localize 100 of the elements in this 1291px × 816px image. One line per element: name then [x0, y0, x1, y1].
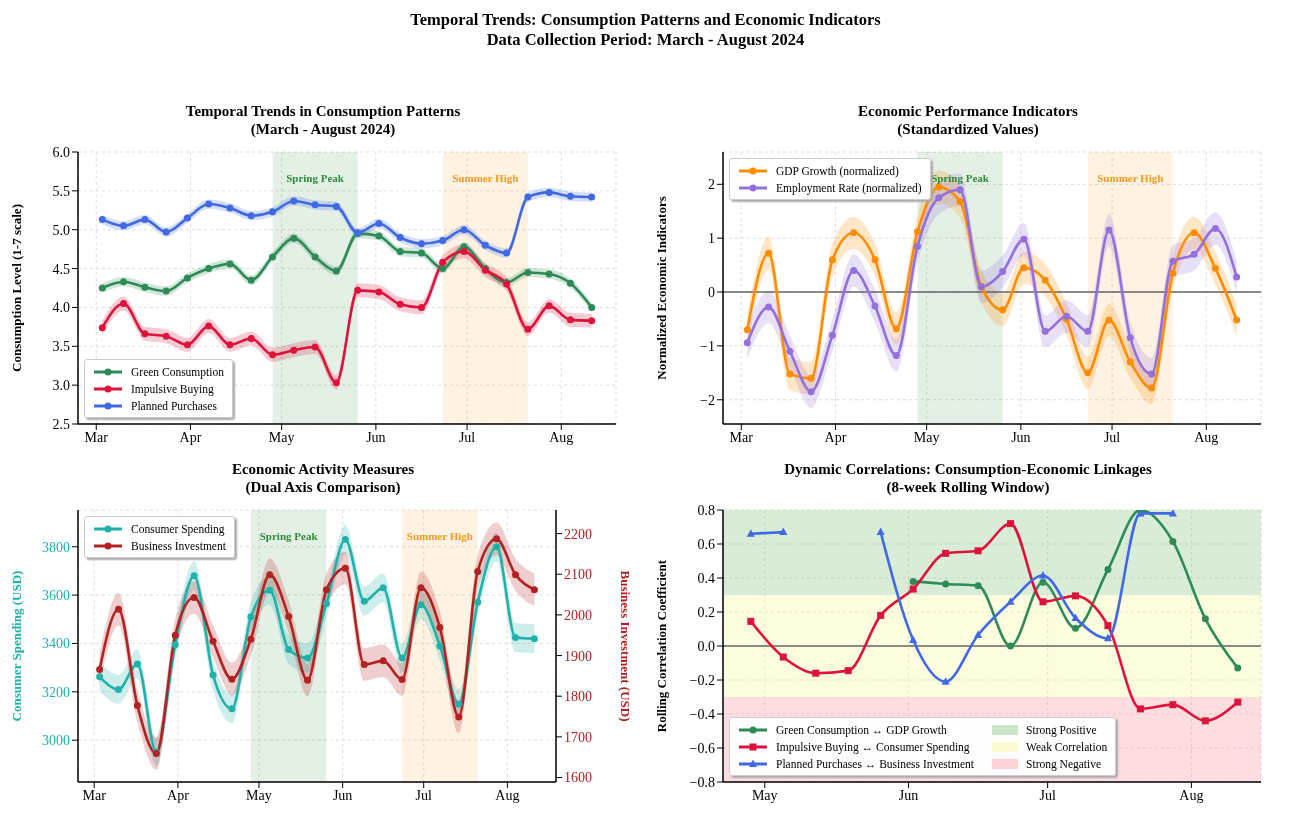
- point: [974, 630, 983, 638]
- point: [999, 268, 1007, 276]
- point: [190, 593, 198, 601]
- point: [209, 671, 217, 679]
- point: [439, 265, 447, 273]
- point: [786, 370, 794, 378]
- point: [115, 605, 123, 613]
- legend-label: Impulsive Buying: [131, 382, 214, 395]
- point: [436, 624, 444, 631]
- y-tick-label: 0.6: [697, 536, 715, 552]
- point: [162, 287, 170, 295]
- point: [455, 713, 463, 721]
- point: [530, 586, 538, 594]
- point: [1041, 276, 1049, 284]
- point: [1190, 229, 1198, 237]
- point: [341, 564, 349, 572]
- point: [765, 249, 773, 257]
- point: [375, 288, 383, 296]
- point: [375, 232, 383, 240]
- point: [460, 226, 468, 234]
- y-tick-label: 4.5: [52, 261, 70, 277]
- y2-tick-label: 2000: [564, 607, 592, 623]
- chart-subtitle: (8-week Rolling Window): [885, 478, 1051, 496]
- point: [460, 247, 468, 255]
- point: [133, 702, 141, 710]
- x-tick-label: Mar: [729, 429, 754, 445]
- point: [876, 527, 885, 536]
- point: [1201, 717, 1209, 725]
- point: [779, 527, 788, 536]
- point: [183, 274, 191, 282]
- point: [511, 633, 519, 641]
- point: [1039, 578, 1047, 586]
- point: [417, 240, 425, 248]
- y-tick-label: −0.8: [689, 774, 715, 790]
- point: [524, 325, 532, 333]
- point: [398, 676, 406, 684]
- band-label: Strong Negative: [1026, 757, 1102, 770]
- point: [205, 200, 213, 208]
- point: [379, 657, 387, 665]
- y2-axis-title: Business Investment (USD): [618, 570, 634, 722]
- point: [247, 335, 255, 343]
- x-tick-label: Jul: [415, 787, 432, 803]
- y-tick-label: −0.2: [689, 672, 715, 688]
- point: [162, 228, 170, 236]
- point: [396, 233, 404, 241]
- point: [247, 212, 255, 220]
- band-label: Summer High: [452, 171, 519, 184]
- point: [1020, 235, 1028, 243]
- point: [1071, 624, 1079, 632]
- point: [807, 388, 815, 396]
- point: [120, 278, 128, 286]
- point: [588, 317, 596, 325]
- point: [956, 198, 964, 206]
- point: [311, 343, 319, 351]
- x-tick-label: Aug: [1194, 429, 1219, 445]
- y-tick-label: 5.5: [52, 183, 70, 199]
- point: [909, 577, 917, 585]
- y-tick-label: 0.8: [697, 502, 715, 518]
- band-label: Spring Peak: [259, 529, 319, 542]
- point: [141, 283, 149, 291]
- point: [503, 249, 511, 257]
- y-tick-label: 3000: [42, 733, 70, 749]
- point: [332, 202, 340, 210]
- point: [588, 303, 596, 311]
- y-tick-label: 0.0: [697, 638, 715, 654]
- x-tick-label: Jul: [458, 429, 476, 445]
- point: [96, 665, 104, 673]
- x-tick-label: Apr: [824, 429, 847, 445]
- point: [1020, 264, 1028, 272]
- point: [481, 241, 489, 249]
- point: [493, 535, 501, 543]
- point: [141, 216, 149, 224]
- point: [588, 193, 596, 201]
- point: [436, 642, 444, 650]
- chart-title: Economic Activity Measures: [230, 460, 416, 478]
- point: [285, 646, 293, 654]
- point: [1084, 369, 1092, 377]
- point: [493, 543, 501, 551]
- y2-tick-label: 2100: [564, 567, 592, 583]
- y-tick-label: 3200: [42, 684, 70, 700]
- point: [98, 216, 106, 224]
- x-tick-label: Mar: [82, 787, 107, 803]
- point: [322, 600, 330, 608]
- legend-label: Impulsive Buying ↔ Consumer Spending: [776, 740, 970, 753]
- legend-label: Planned Purchases ↔ Business Investment: [776, 757, 975, 770]
- chart-title: Economic Performance Indicators: [857, 102, 1079, 120]
- y-axis-title: Rolling Correlation Coefficient: [653, 559, 669, 733]
- point: [1104, 566, 1112, 573]
- point: [1211, 264, 1219, 272]
- legend-label: Business Investment: [131, 539, 226, 552]
- point: [417, 303, 425, 311]
- point: [205, 265, 213, 273]
- point: [566, 192, 574, 200]
- point: [290, 197, 298, 205]
- point: [1169, 257, 1177, 265]
- y-tick-label: 6.0: [52, 144, 70, 160]
- y2-tick-label: 1800: [564, 689, 592, 705]
- point: [974, 582, 982, 590]
- y-tick-label: 0: [708, 285, 715, 301]
- point: [524, 268, 532, 276]
